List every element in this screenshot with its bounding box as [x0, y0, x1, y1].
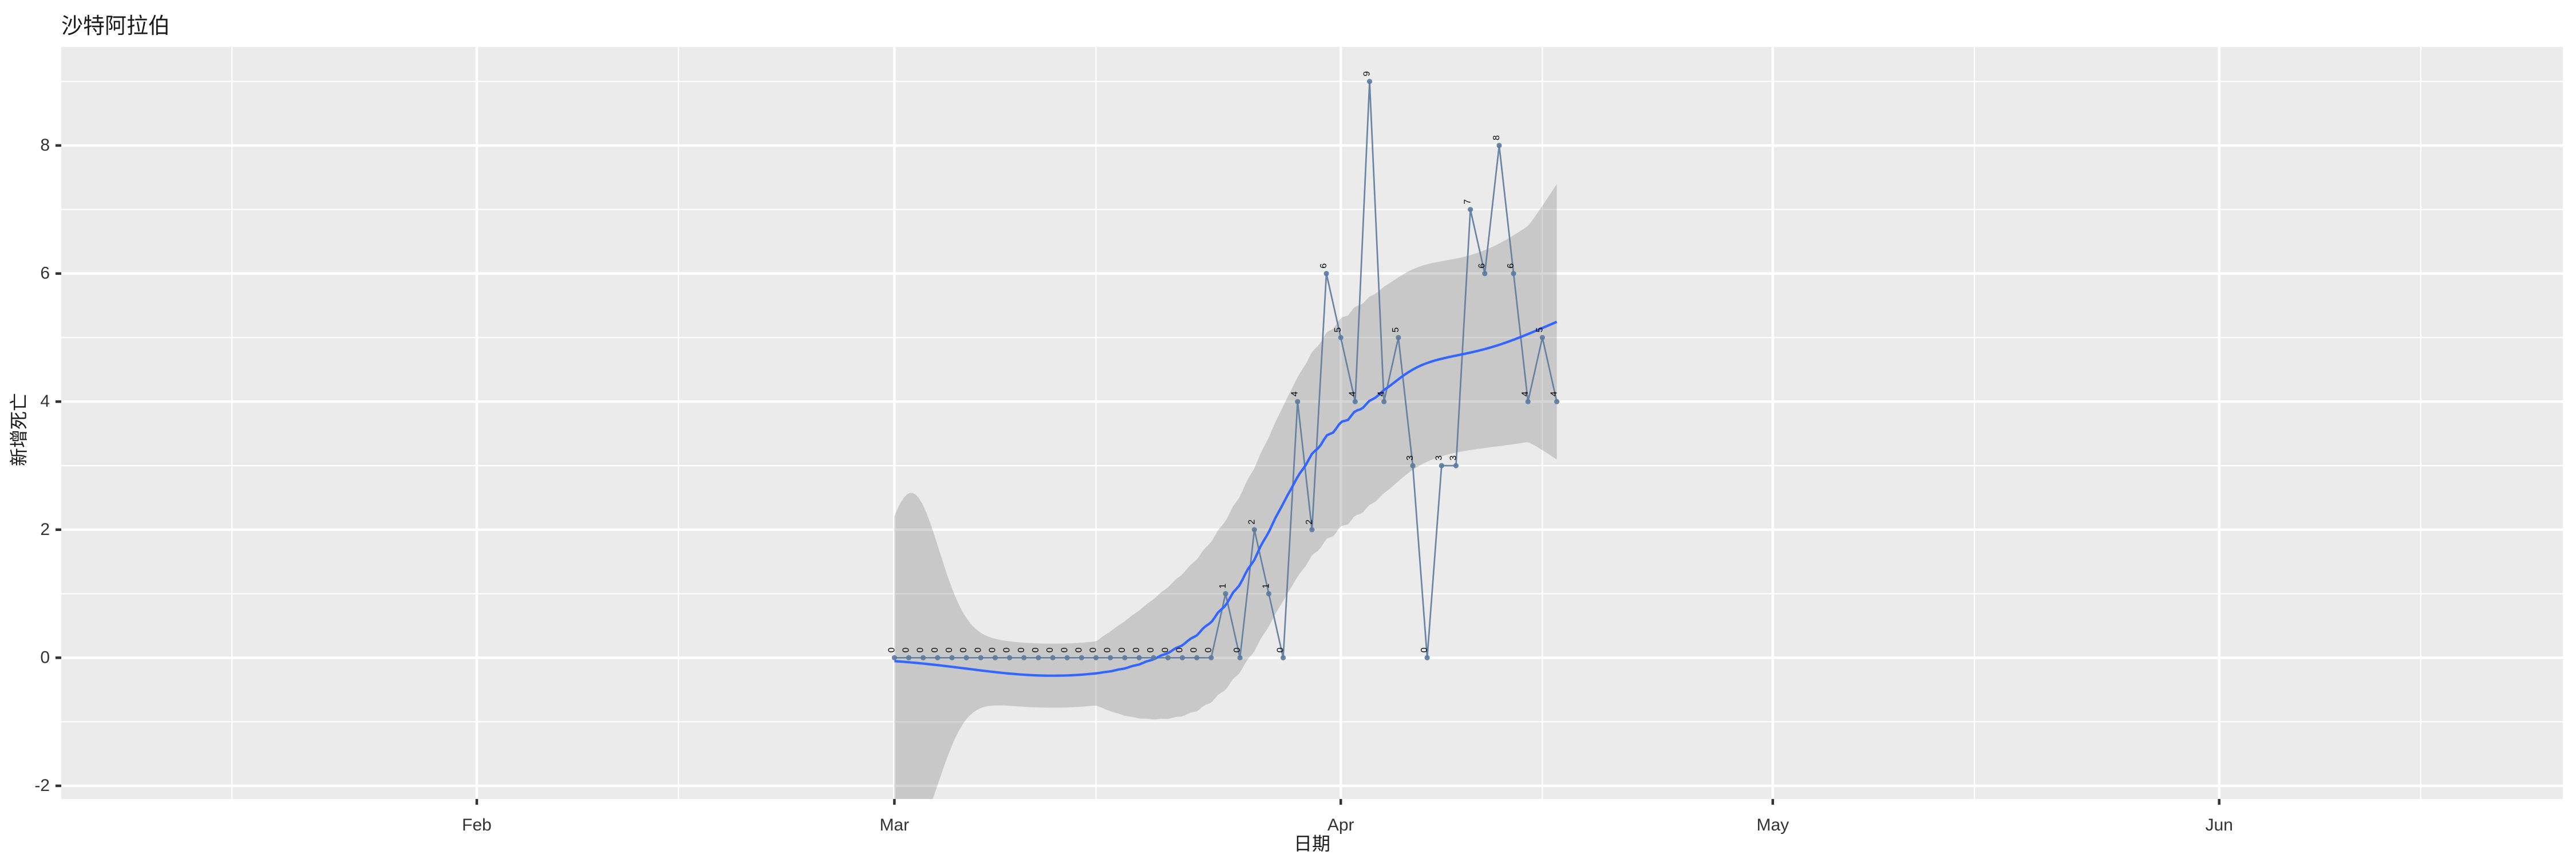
svg-text:3: 3: [1405, 455, 1415, 460]
svg-text:0: 0: [1045, 647, 1055, 652]
svg-text:1: 1: [1261, 584, 1271, 589]
svg-text:0: 0: [916, 647, 926, 652]
svg-text:0: 0: [40, 648, 50, 667]
svg-text:0: 0: [1060, 647, 1069, 652]
svg-text:0: 0: [1190, 647, 1199, 652]
svg-text:0: 0: [1074, 647, 1084, 652]
svg-text:0: 0: [1276, 647, 1286, 652]
svg-text:May: May: [1757, 816, 1789, 835]
svg-text:4: 4: [1520, 391, 1530, 396]
svg-text:0: 0: [973, 647, 983, 652]
svg-text:4: 4: [1348, 391, 1357, 396]
svg-text:2: 2: [1247, 519, 1257, 525]
svg-text:0: 0: [987, 647, 997, 652]
svg-text:-2: -2: [34, 776, 50, 795]
svg-text:3: 3: [1434, 455, 1444, 460]
svg-text:0: 0: [1420, 647, 1429, 652]
svg-text:5: 5: [1391, 327, 1401, 332]
svg-text:4: 4: [40, 392, 50, 411]
svg-text:0: 0: [1132, 647, 1141, 652]
svg-text:0: 0: [887, 647, 896, 652]
svg-text:0: 0: [930, 647, 940, 652]
svg-text:6: 6: [40, 264, 50, 283]
svg-text:0: 0: [1117, 647, 1127, 652]
svg-text:0: 0: [1002, 647, 1012, 652]
svg-text:6: 6: [1477, 263, 1487, 269]
svg-text:8: 8: [40, 136, 50, 155]
svg-text:Mar: Mar: [880, 816, 910, 835]
svg-text:Feb: Feb: [462, 816, 492, 835]
svg-text:0: 0: [959, 647, 969, 652]
svg-text:0: 0: [1232, 647, 1242, 652]
svg-text:0: 0: [1160, 647, 1170, 652]
svg-text:4: 4: [1550, 391, 1559, 396]
svg-text:6: 6: [1319, 263, 1329, 269]
svg-text:5: 5: [1535, 327, 1544, 332]
svg-text:2: 2: [1305, 519, 1314, 525]
svg-text:0: 0: [1089, 647, 1099, 652]
svg-text:9: 9: [1362, 71, 1372, 76]
svg-text:Apr: Apr: [1327, 816, 1354, 835]
svg-text:6: 6: [1506, 263, 1516, 269]
svg-text:4: 4: [1290, 391, 1300, 396]
svg-text:8: 8: [1492, 135, 1502, 140]
svg-text:3: 3: [1448, 455, 1458, 460]
svg-text:5: 5: [1333, 327, 1343, 332]
svg-text:0: 0: [1146, 647, 1156, 652]
svg-text:4: 4: [1377, 391, 1386, 396]
svg-text:0: 0: [1175, 647, 1185, 652]
svg-text:0: 0: [1103, 647, 1113, 652]
svg-text:0: 0: [1031, 647, 1041, 652]
svg-text:0: 0: [1204, 647, 1214, 652]
svg-text:2: 2: [40, 520, 50, 539]
svg-text:0: 0: [902, 647, 911, 652]
svg-text:0: 0: [945, 647, 954, 652]
svg-text:7: 7: [1463, 199, 1473, 204]
svg-text:0: 0: [1017, 647, 1026, 652]
svg-text:Jun: Jun: [2205, 816, 2233, 835]
svg-text:1: 1: [1218, 584, 1228, 589]
